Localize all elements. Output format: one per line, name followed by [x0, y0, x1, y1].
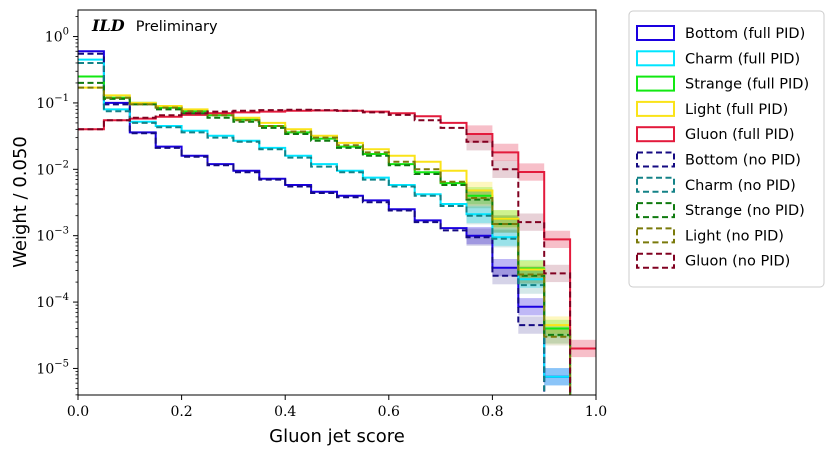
legend-swatch — [636, 227, 675, 244]
x-tick-label: 0.4 — [274, 404, 296, 420]
annotation-ild: ILD — [91, 16, 125, 35]
legend-label: Charm (no PID) — [685, 178, 796, 194]
y-axis: 10−5 10−4 10−3 10−2 10−1 100 — [36, 16, 78, 396]
legend-swatch — [636, 25, 675, 41]
plot-area — [77, 9, 597, 396]
x-axis: 0.0 0.2 0.4 0.6 0.8 1.0 — [67, 395, 607, 420]
legend-label: Light (full PID) — [685, 102, 788, 118]
series-line — [78, 62, 546, 395]
uncertainty-bands — [466, 125, 596, 386]
series-line — [78, 108, 572, 395]
legend-swatch — [636, 75, 675, 92]
series-line — [78, 86, 572, 395]
legend-label: Strange (no PID) — [685, 203, 805, 219]
x-tick-label: 0.8 — [481, 404, 503, 420]
legend-swatch — [636, 151, 675, 168]
y-tick-label: 10−1 — [36, 93, 69, 112]
legend-swatch — [636, 252, 675, 269]
x-axis-title: Gluon jet score — [269, 426, 405, 447]
legend-label: Strange (full PID) — [685, 77, 809, 93]
y-tick-label: 10−2 — [36, 159, 69, 178]
legend-swatch — [636, 176, 675, 193]
legend-label: Gluon (full PID) — [685, 127, 795, 143]
svg-text:ILD Preliminary: ILD Preliminary — [91, 16, 218, 35]
legend-swatch — [636, 126, 675, 143]
legend-swatch — [636, 202, 675, 219]
series-line — [78, 52, 546, 395]
y-tick-label: 10−5 — [36, 358, 69, 377]
plot-frame — [77, 9, 597, 396]
annotation: ILD Preliminary — [91, 16, 218, 35]
legend-swatch — [636, 50, 675, 67]
x-tick-label: 0.2 — [170, 404, 192, 420]
legend-label: Light (no PID) — [685, 228, 784, 244]
x-tick-label: 1.0 — [585, 404, 607, 420]
y-axis-title: Weight / 0.050 — [10, 136, 31, 268]
uncertainty-band — [466, 189, 493, 207]
series-lines — [78, 50, 596, 395]
uncertainty-band — [466, 133, 493, 151]
y-tick-label: 10−3 — [36, 226, 69, 245]
annotation-preliminary: Preliminary — [136, 19, 218, 35]
y-tick-label: 100 — [45, 27, 69, 46]
legend-label: Bottom (no PID) — [685, 153, 801, 169]
legend-label: Charm (full PID) — [685, 51, 800, 67]
x-tick-label: 0.6 — [378, 404, 400, 420]
legend-label: Gluon (no PID) — [685, 254, 790, 270]
uncertainty-band — [544, 264, 571, 283]
legend-frame — [628, 10, 825, 288]
uncertainty-band — [544, 326, 571, 344]
legend-swatch — [636, 100, 675, 117]
y-tick-label: 10−4 — [36, 292, 69, 311]
x-tick-label: 0.0 — [67, 404, 89, 420]
legend-label: Bottom (full PID) — [685, 26, 805, 42]
uncertainty-band — [544, 328, 571, 346]
legend: Bottom (full PID) Charm (full PID) Strange… — [628, 10, 825, 288]
